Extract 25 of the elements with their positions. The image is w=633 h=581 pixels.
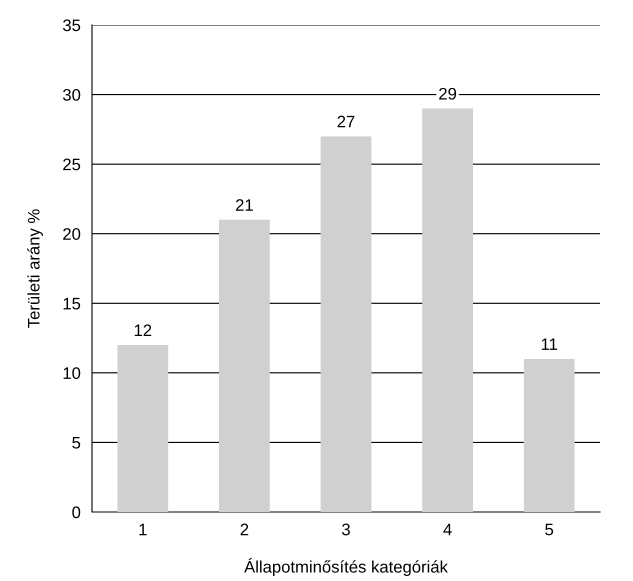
x-tick-label: 4 xyxy=(443,524,452,536)
y-tick-label: 25 xyxy=(63,158,80,170)
data-label: 12 xyxy=(134,324,152,336)
y-tick-label: 10 xyxy=(64,367,80,380)
y-axis-title: Területi arány % xyxy=(27,209,43,328)
y-tick-label: 35 xyxy=(62,19,80,32)
bar xyxy=(422,108,473,512)
bar xyxy=(524,358,575,512)
y-tick-label: 20 xyxy=(63,228,80,240)
y-tick-label: 5 xyxy=(72,437,80,449)
x-tick-label: 3 xyxy=(342,524,350,536)
bar xyxy=(320,136,372,512)
bar xyxy=(219,220,270,512)
x-tick-label: 2 xyxy=(240,524,248,536)
data-label: 29 xyxy=(439,88,456,100)
y-tick-label: 15 xyxy=(64,298,80,310)
data-label: 11 xyxy=(542,338,558,350)
x-tick-label: 5 xyxy=(545,524,554,536)
y-tick-label: 30 xyxy=(62,88,80,101)
data-label: 27 xyxy=(338,116,354,128)
x-axis-title: Állapotminősítés kategóriák xyxy=(244,558,448,576)
x-tick-label: 1 xyxy=(139,524,147,536)
bar xyxy=(117,345,168,512)
data-label: 21 xyxy=(236,199,253,211)
y-tick-label: 0 xyxy=(72,506,80,518)
